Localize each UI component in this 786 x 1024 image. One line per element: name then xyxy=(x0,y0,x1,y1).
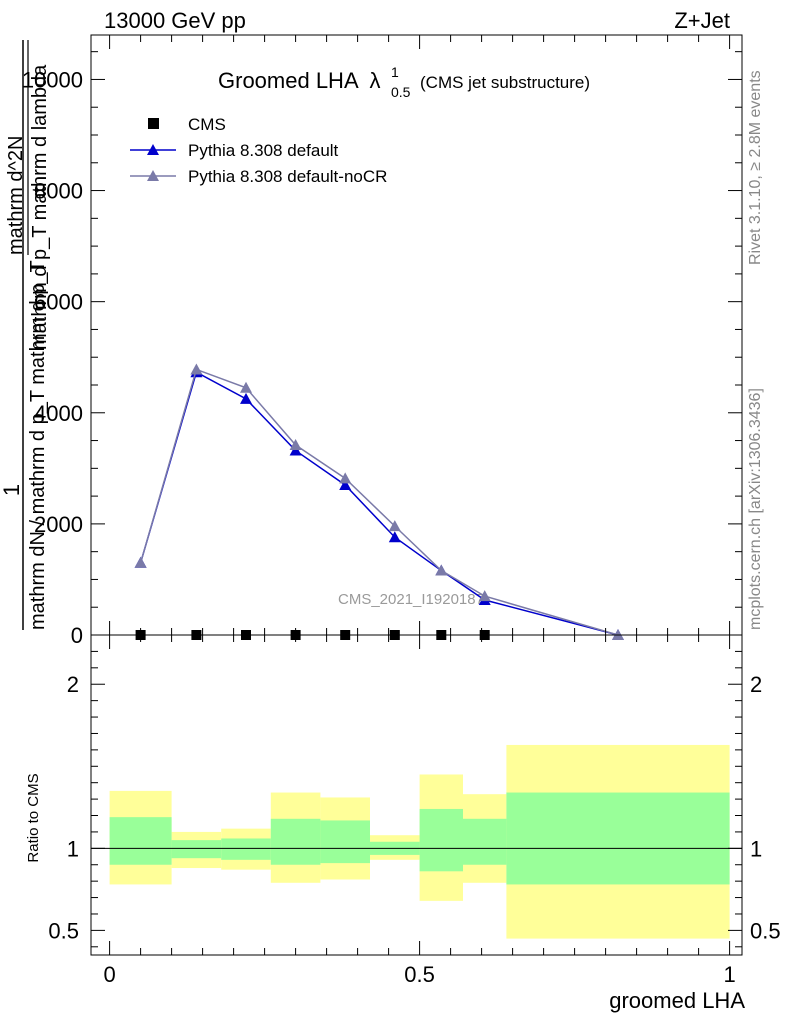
main-ylabel-numerator: mathrm d^2N xyxy=(5,136,27,255)
pythia-8-308-default-nocr-point xyxy=(388,520,401,532)
legend-marker-triangle xyxy=(147,144,159,155)
header-process-label: Z+Jet xyxy=(674,8,730,33)
main-y-tick-label: 8000 xyxy=(34,179,83,204)
legend-entry: Pythia 8.308 default xyxy=(130,141,339,160)
pythia-8-308-default-nocr-point xyxy=(289,439,302,450)
ratio-band-inner-bin xyxy=(109,817,172,865)
legend-label: CMS xyxy=(188,115,226,134)
ratio-band-inner-bin xyxy=(463,818,507,865)
ratio-y-tick-label-left: 2 xyxy=(67,672,79,697)
ratio-ylabel: Ratio to CMS xyxy=(25,773,42,862)
rivet-side-label: Rivet 3.1.10, ≥ 2.8M events xyxy=(747,70,764,265)
main-ylabel: 1 mathrm dN / mathrm d p_T mathrm d p_T … xyxy=(0,40,51,630)
xlabel: groomed LHA xyxy=(609,988,745,1013)
legend-entry: CMS xyxy=(148,115,226,134)
pythia-8-308-default-point xyxy=(289,444,302,456)
chart-title-subscript: 0.5 xyxy=(391,84,411,100)
ratio-plot-frame xyxy=(90,634,743,956)
legend-marker-triangle xyxy=(147,170,159,181)
mcplots-side-label: mcplots.cern.ch [arXiv:1306.3436] xyxy=(747,388,764,630)
chart-title-superscript: 1 xyxy=(391,64,399,80)
x-tick-label: 0 xyxy=(103,962,115,987)
legend-entry: Pythia 8.308 default-noCR xyxy=(130,167,387,186)
ratio-band-inner-bin xyxy=(320,820,370,864)
x-tick-label: 0.5 xyxy=(404,962,435,987)
x-tick-label: 1 xyxy=(723,962,735,987)
pythia-8-308-default-nocr-point xyxy=(435,564,448,576)
pythia-8-308-default-nocr-point xyxy=(190,363,203,375)
main-y-tick-label: 2000 xyxy=(34,512,83,537)
main-ylabel-inner-denominator: mathrm d p_T mathrm d lambda xyxy=(29,64,51,350)
ratio-y-tick-label-right: 1 xyxy=(750,836,762,861)
legend-marker-square xyxy=(148,118,159,129)
main-ylabel-denominator: mathrm dN / mathrm d p_T mathrm d p_T xyxy=(27,260,49,630)
legend-label: Pythia 8.308 default xyxy=(188,141,339,160)
main-y-tick-label: 6000 xyxy=(34,290,83,315)
ratio-y-tick-label-right: 2 xyxy=(750,672,762,697)
ratio-band-inner-bin xyxy=(270,818,321,865)
analysis-watermark: CMS_2021_I1920187 xyxy=(338,591,484,608)
ratio-bands xyxy=(91,744,742,939)
pythia-8-308-default-nocr-point xyxy=(478,590,491,602)
header-energy-label: 13000 GeV pp xyxy=(104,8,246,33)
legend-label: Pythia 8.308 default-noCR xyxy=(188,167,387,186)
chart-title-suffix: (CMS jet substructure) xyxy=(420,73,590,92)
main-ylabel-one: 1 xyxy=(0,484,24,496)
chart-title-symbol: λ xyxy=(370,68,381,93)
pythia-8-308-default-point xyxy=(388,531,401,543)
chart-title: Groomed LHA λ 1 0.5 (CMS jet substructur… xyxy=(218,64,590,100)
main-y-tick-label: 10000 xyxy=(22,67,83,92)
ratio-y-tick-label-right: 0.5 xyxy=(750,918,781,943)
pythia-8-308-default-nocr-point xyxy=(240,381,252,393)
ratio-band-inner-bin xyxy=(419,808,463,872)
svg-text:Groomed LHA λ: Groomed LHA λ xyxy=(218,68,381,93)
pythia-8-308-default-nocr-point xyxy=(339,472,352,484)
axes: 0 0.5 1 0 2000 4000 6000 8000 10000 0.5 0.5 1 1 2 2 xyxy=(22,34,781,987)
chart-title-text: Groomed LHA xyxy=(218,68,359,93)
ratio-band-inner-bin xyxy=(221,838,271,860)
main-y-tick-label: 0 xyxy=(71,623,83,648)
legend: CMS Pythia 8.308 default Pythia 8.308 defa… xyxy=(130,115,387,186)
ratio-y-tick-label-left: 1 xyxy=(67,836,79,861)
ratio-band-inner-bin xyxy=(506,792,730,885)
pythia-8-308-default-point xyxy=(240,392,252,404)
main-y-tick-label: 4000 xyxy=(34,401,83,426)
pythia-8-308-default-nocr-point xyxy=(134,556,147,568)
pythia-8-308-default-point xyxy=(339,479,352,490)
ratio-y-tick-label-left: 0.5 xyxy=(48,918,79,943)
ratio-band-inner-bin xyxy=(171,840,222,859)
